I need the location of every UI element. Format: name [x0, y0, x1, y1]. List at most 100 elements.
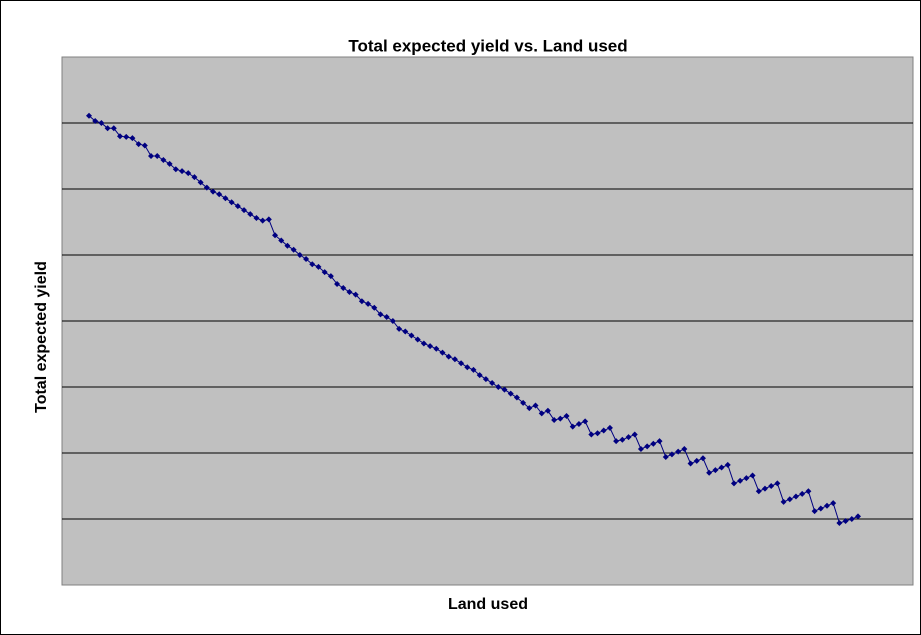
x-axis-label: Land used — [448, 596, 528, 613]
data-point — [699, 455, 706, 462]
data-point — [117, 133, 124, 140]
data-point — [371, 304, 378, 311]
data-point — [327, 273, 334, 280]
data-point — [830, 500, 837, 507]
data-point — [737, 477, 744, 484]
data-point — [836, 519, 843, 526]
data-point — [129, 135, 136, 142]
data-point — [420, 340, 427, 347]
data-point — [352, 291, 359, 298]
data-point — [520, 399, 527, 406]
data-point — [309, 261, 316, 268]
data-point — [730, 480, 737, 487]
data-point — [656, 438, 663, 445]
data-point — [110, 125, 117, 132]
data-point — [172, 166, 179, 173]
data-point — [482, 376, 489, 383]
data-point — [358, 298, 365, 305]
data-point — [619, 436, 626, 443]
data-point — [761, 485, 768, 492]
data-point — [848, 516, 855, 522]
data-point — [600, 427, 607, 434]
data-point — [321, 269, 328, 276]
data-point — [662, 453, 669, 460]
data-point — [439, 349, 446, 356]
data-point — [98, 120, 105, 126]
data-point — [234, 203, 241, 210]
data-point — [148, 153, 155, 159]
data-point — [526, 405, 533, 412]
data-point — [365, 300, 372, 307]
data-point — [823, 502, 830, 509]
data-point — [507, 390, 514, 397]
data-point — [594, 430, 601, 437]
data-point — [675, 448, 682, 455]
data-point — [272, 232, 279, 239]
data-point — [551, 417, 558, 423]
data-point — [780, 498, 787, 505]
data-point — [470, 366, 477, 373]
data-point — [278, 237, 285, 244]
data-point — [427, 343, 434, 350]
data-point — [265, 216, 272, 223]
data-point — [166, 160, 173, 167]
data-point — [842, 517, 849, 524]
data-point — [303, 255, 310, 262]
data-point — [650, 440, 657, 447]
data-point — [724, 461, 731, 468]
data-point — [154, 153, 161, 159]
data-point — [451, 356, 458, 363]
data-point — [408, 332, 415, 339]
data-point — [296, 252, 303, 258]
data-point — [476, 372, 483, 379]
data-point — [693, 457, 700, 464]
data-point — [644, 443, 651, 450]
chart-title: Total expected yield vs. Land used — [348, 36, 627, 55]
data-point — [712, 467, 719, 474]
data-point — [538, 410, 545, 417]
data-point — [197, 179, 204, 186]
data-point — [582, 418, 589, 425]
data-point — [755, 488, 762, 495]
data-point — [203, 184, 210, 191]
data-point — [346, 288, 353, 295]
data-point — [259, 217, 266, 224]
data-point — [396, 325, 403, 332]
data-point — [247, 211, 254, 218]
data-point — [631, 431, 638, 438]
data-point — [532, 402, 539, 409]
data-point — [191, 174, 198, 181]
data-point — [222, 195, 229, 202]
data-point — [284, 242, 291, 249]
plot-area — [61, 56, 914, 586]
data-point — [563, 413, 570, 420]
data-point — [160, 156, 167, 163]
data-point — [706, 469, 713, 476]
data-point — [210, 188, 217, 195]
data-point — [606, 424, 613, 431]
data-point — [811, 508, 818, 515]
data-point — [135, 141, 142, 148]
data-point — [489, 380, 496, 387]
data-point — [315, 263, 322, 270]
data-point — [383, 314, 390, 321]
data-point — [377, 311, 384, 318]
y-axis-label: Total expected yield — [33, 261, 50, 413]
data-point — [458, 360, 465, 367]
data-point — [687, 460, 694, 467]
data-point — [544, 407, 551, 414]
data-point — [625, 434, 632, 441]
data-point — [464, 364, 471, 371]
data-point — [681, 446, 688, 453]
data-point — [817, 505, 824, 512]
data-point — [743, 475, 750, 482]
data-point — [668, 451, 675, 458]
data-point — [613, 438, 620, 445]
data-point — [290, 246, 297, 253]
data-point — [414, 336, 421, 343]
data-point — [637, 446, 644, 453]
data-point — [402, 328, 409, 335]
data-point — [774, 480, 781, 487]
data-point — [792, 493, 799, 500]
